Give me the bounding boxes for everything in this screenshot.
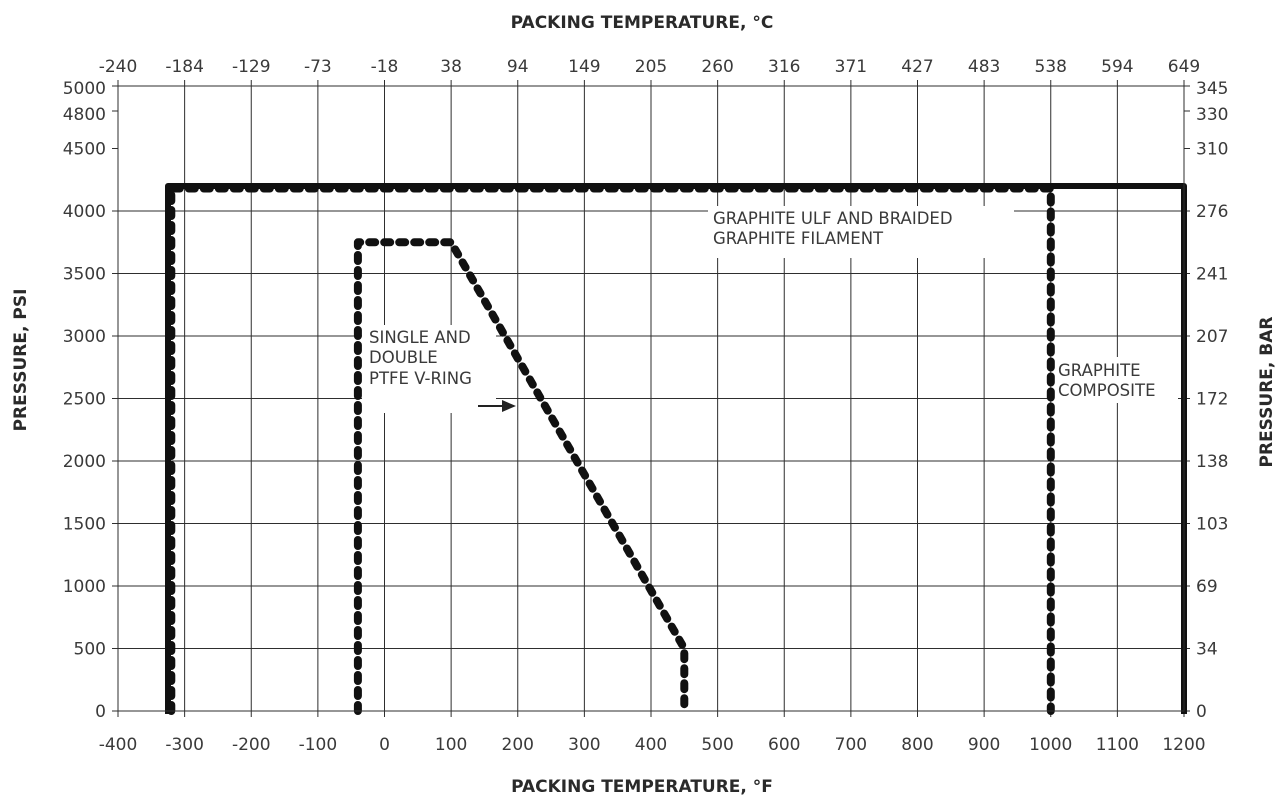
y2-tick-label: 0 <box>1196 702 1207 722</box>
y-tick-label: 4800 <box>63 105 106 125</box>
x-tick-label: 1100 <box>1096 735 1139 755</box>
y2-tick-label: 34 <box>1196 640 1218 660</box>
y2-tick-label: 345 <box>1196 79 1228 99</box>
y-tick-label: 5000 <box>63 79 106 99</box>
x2-tick-label: 205 <box>635 57 667 77</box>
annotation-ulf-bg <box>708 206 1014 258</box>
y2-tick-label: 172 <box>1196 390 1228 410</box>
x2-tick-label: -73 <box>304 57 332 77</box>
y2-tick-label: 207 <box>1196 327 1228 347</box>
x2-tick-label: 94 <box>507 57 529 77</box>
y2-axis-title: PRESSURE, BAR <box>1257 317 1277 468</box>
x-tick-label: -400 <box>99 735 138 755</box>
x2-tick-label: 427 <box>901 57 933 77</box>
y-tick-label: 1500 <box>63 515 106 535</box>
annotation-ptfe-bg <box>362 325 496 413</box>
annotation-composite-line1: GRAPHITE <box>1058 361 1141 380</box>
x-axis-title: PACKING TEMPERATURE, °F <box>511 777 773 797</box>
x2-tick-label: 483 <box>968 57 1000 77</box>
y2-tick-label: 69 <box>1196 577 1218 597</box>
annotation-ulf-line1: GRAPHITE ULF AND BRAIDED <box>713 209 953 228</box>
series-line-3 <box>353 238 689 715</box>
y2-tick-label: 241 <box>1196 265 1228 285</box>
x-tick-label: 500 <box>701 735 733 755</box>
series-line-2 <box>167 184 1055 715</box>
x2-tick-label: 649 <box>1168 57 1200 77</box>
x-tick-label: 400 <box>635 735 667 755</box>
x-tick-label: 100 <box>435 735 467 755</box>
x-tick-label: 1200 <box>1162 735 1205 755</box>
annotation-ptfe-line1: SINGLE AND <box>369 328 471 347</box>
y-tick-label: 4500 <box>63 140 106 160</box>
tick-marks <box>112 80 1190 717</box>
annotation-ptfe-line3: PTFE V-RING <box>369 369 472 388</box>
y2-tick-label: 276 <box>1196 202 1228 222</box>
x-tick-label: -300 <box>165 735 204 755</box>
y2-tick-label: 138 <box>1196 452 1228 472</box>
x-tick-label: 1000 <box>1029 735 1072 755</box>
x-tick-label: 0 <box>379 735 390 755</box>
x-tick-label: 700 <box>835 735 867 755</box>
y2-tick-label: 330 <box>1196 105 1228 125</box>
annotation-composite-line2: COMPOSITE <box>1058 381 1156 400</box>
x-tick-label: 800 <box>901 735 933 755</box>
y-tick-label: 1000 <box>63 577 106 597</box>
annotation-ulf-line2: GRAPHITE FILAMENT <box>713 229 884 248</box>
x-tick-label: 300 <box>568 735 600 755</box>
x-tick-label: -200 <box>232 735 271 755</box>
x2-tick-label: -129 <box>232 57 271 77</box>
y-tick-label: 3500 <box>63 265 106 285</box>
y2-tick-label: 103 <box>1196 515 1228 535</box>
x-tick-label: 200 <box>502 735 534 755</box>
x-tick-label: -100 <box>299 735 338 755</box>
x2-tick-label: 594 <box>1101 57 1133 77</box>
y-tick-label: 500 <box>74 640 106 660</box>
annotation-ptfe-line2: DOUBLE <box>369 348 438 367</box>
x2-tick-label: 38 <box>440 57 462 77</box>
y-axis-title: PRESSURE, PSI <box>11 289 31 432</box>
plot-frame <box>117 85 1185 712</box>
x2-axis-title: PACKING TEMPERATURE, °C <box>511 13 774 33</box>
x2-tick-label: 149 <box>568 57 600 77</box>
x2-tick-label: 316 <box>768 57 800 77</box>
y-tick-label: 3000 <box>63 327 106 347</box>
x-tick-label: 600 <box>768 735 800 755</box>
y-tick-label: 0 <box>95 702 106 722</box>
tick-labels: -400 -240 -300 -184 -200 -129 -100 -73 0 -18 100 38… <box>63 57 1229 755</box>
x2-tick-label: -240 <box>99 57 138 77</box>
annotation-arrow-head <box>502 400 516 412</box>
y-tick-label: 2500 <box>63 390 106 410</box>
y2-tick-label: 310 <box>1196 140 1228 160</box>
x2-tick-label: -184 <box>165 57 204 77</box>
y-tick-label: 2000 <box>63 452 106 472</box>
annotation-composite-bg <box>1052 357 1178 403</box>
y-tick-label: 4000 <box>63 202 106 222</box>
x2-tick-label: -18 <box>371 57 399 77</box>
x-tick-label: 900 <box>968 735 1000 755</box>
x2-tick-label: 538 <box>1035 57 1067 77</box>
x2-tick-label: 260 <box>701 57 733 77</box>
x2-tick-label: 371 <box>835 57 867 77</box>
